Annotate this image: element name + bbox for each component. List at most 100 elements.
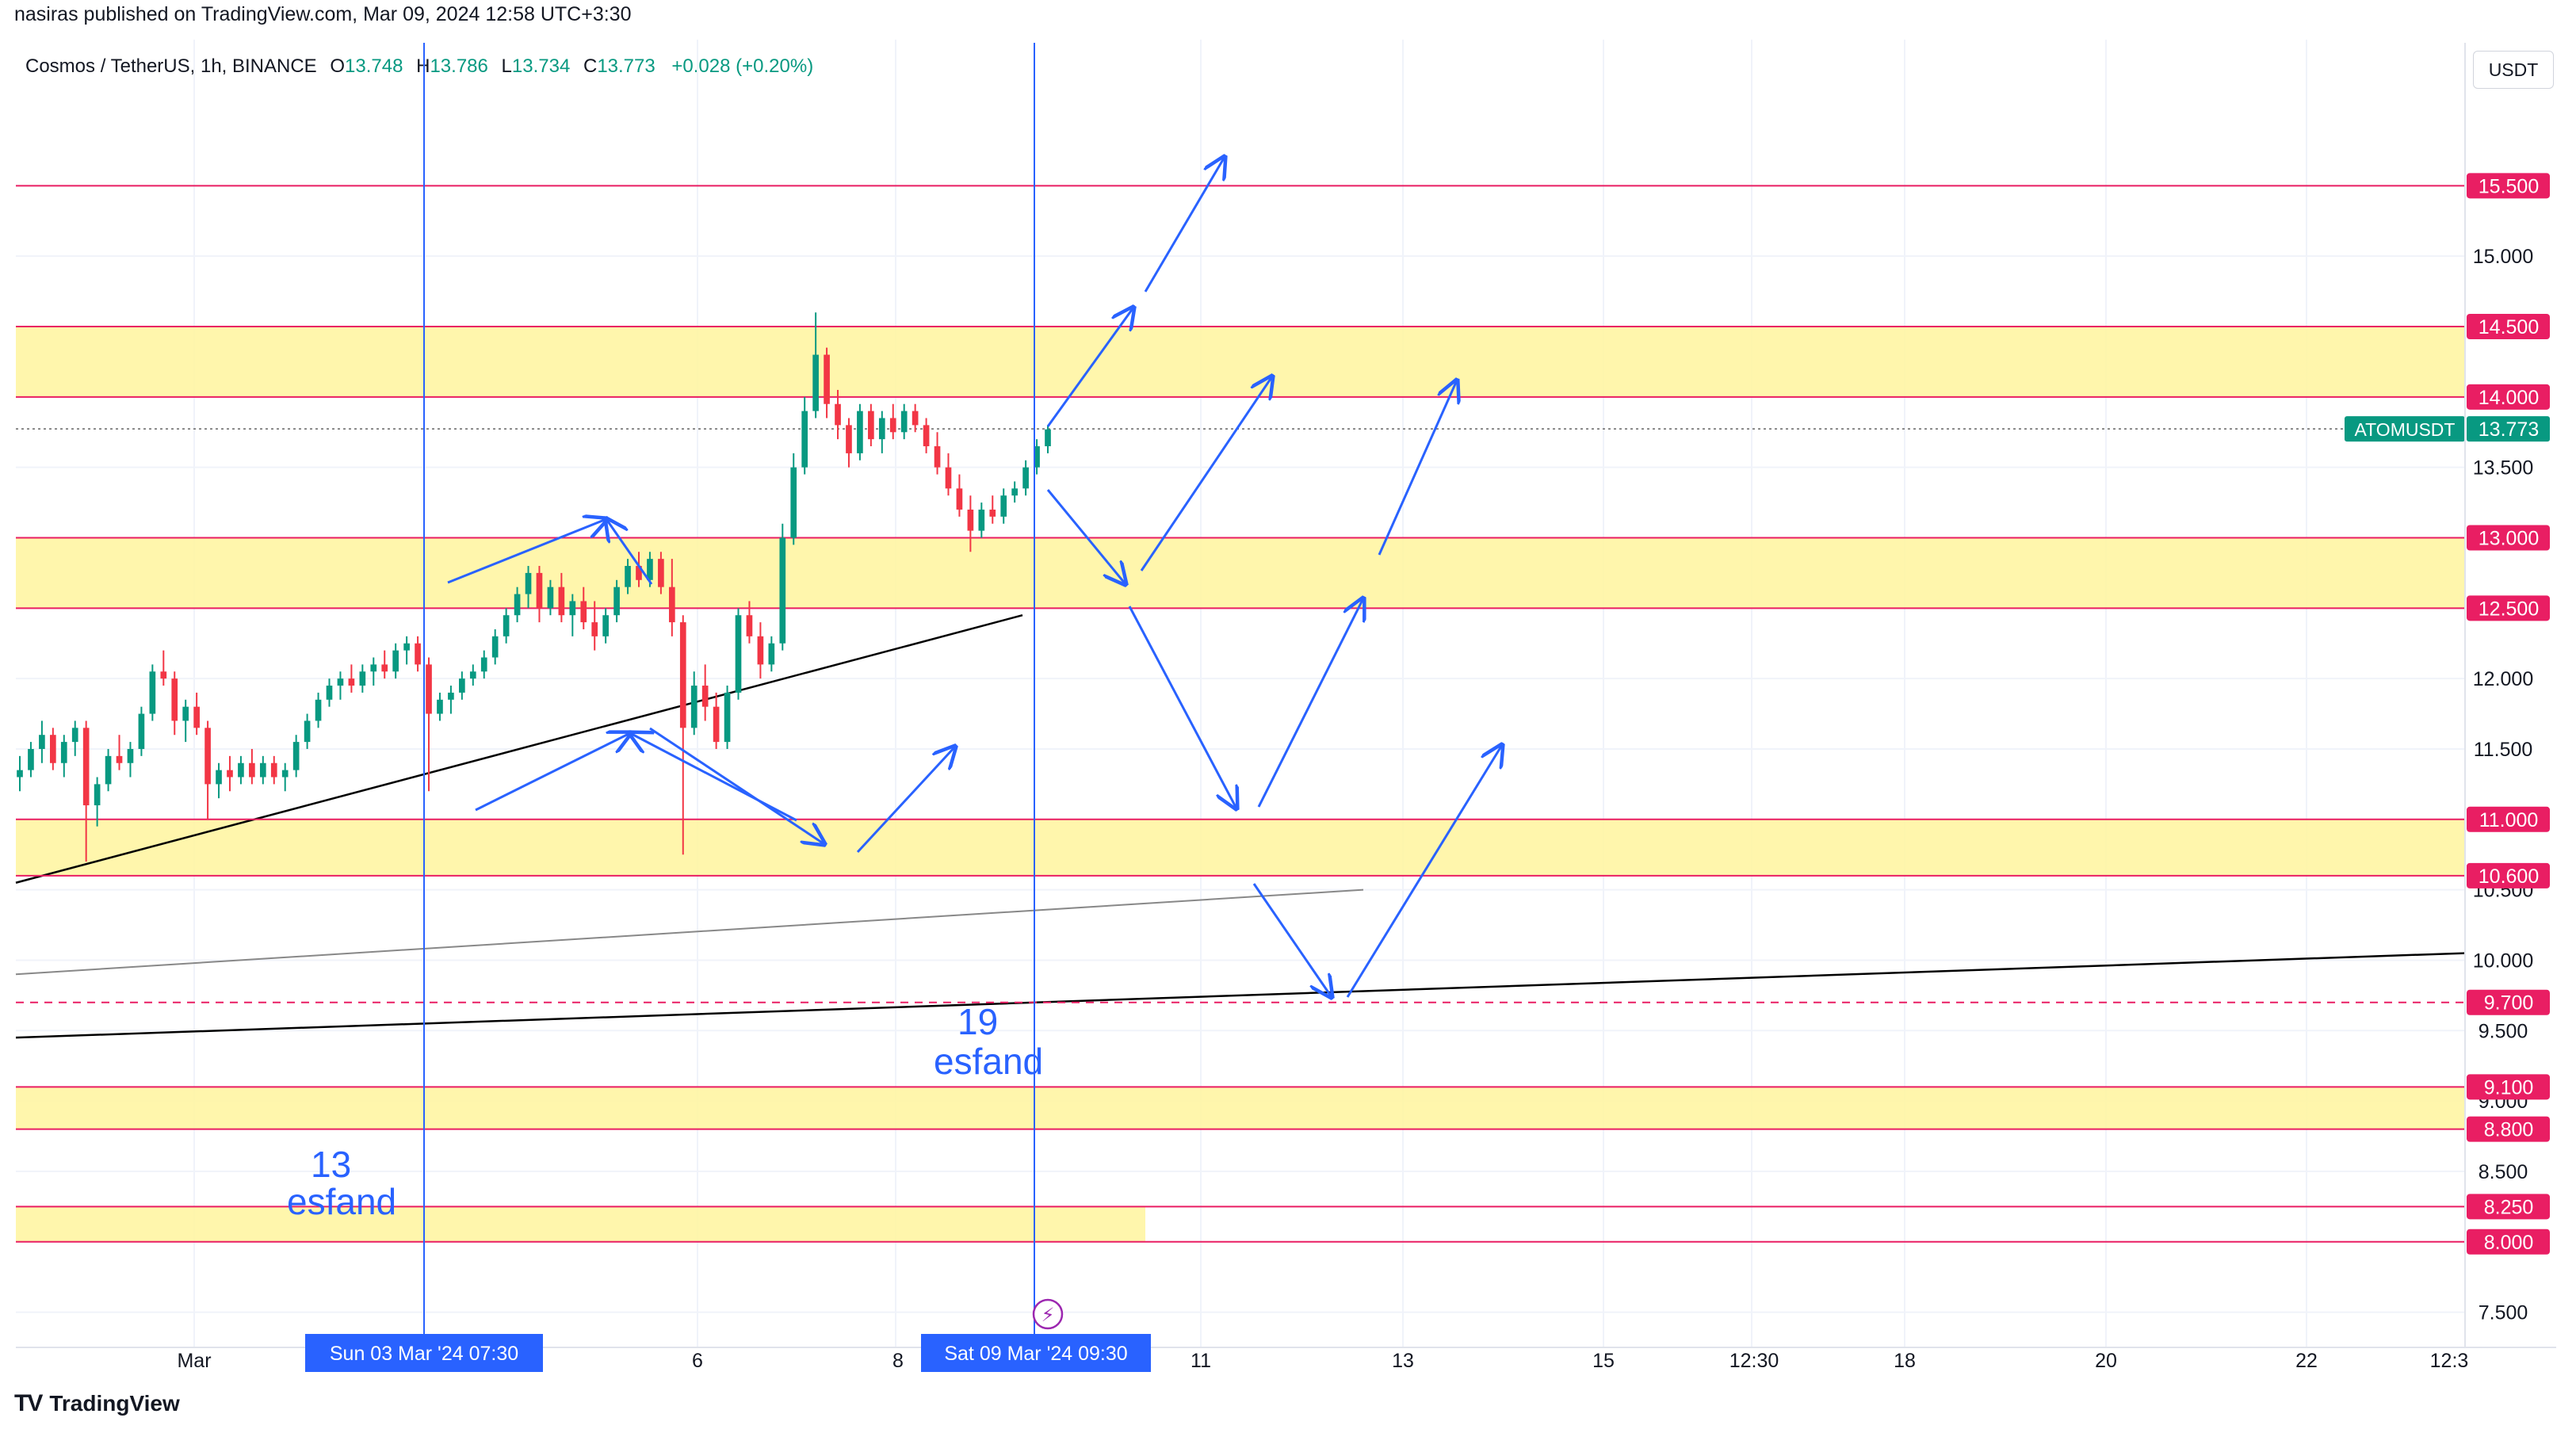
candle-body xyxy=(337,678,344,686)
zone-0 xyxy=(16,327,2465,397)
price-tick: 15.000 xyxy=(2473,246,2533,268)
forecast-arrow xyxy=(1144,157,1225,292)
forecast-arrow xyxy=(447,519,606,584)
symbol-title: Cosmos / TetherUS, 1h, BINANCE xyxy=(25,55,317,77)
date-marker-label-2: Sat 09 Mar '24 09:30 xyxy=(944,1343,1127,1365)
time-tick: 12:30 xyxy=(1729,1350,1779,1372)
level-tag-label: 10.600 xyxy=(2479,866,2539,888)
level-tag xyxy=(2467,1194,2550,1220)
candle-body xyxy=(713,706,720,743)
event-icon xyxy=(1032,1298,1064,1330)
candle-body xyxy=(403,643,410,651)
candle-body xyxy=(1022,467,1029,489)
currency-button[interactable]: USDT xyxy=(2473,51,2554,89)
candle-body xyxy=(292,742,300,770)
level-tag-label: 8.250 xyxy=(2484,1196,2534,1218)
level-tag-label: 8.000 xyxy=(2484,1232,2534,1254)
price-tick: 9.500 xyxy=(2479,1020,2528,1042)
level-tag xyxy=(2467,1229,2550,1255)
time-tick: 22 xyxy=(2295,1350,2318,1372)
candle-body xyxy=(613,587,620,616)
candle-body xyxy=(1011,488,1018,496)
forecast-arrow xyxy=(630,733,797,822)
forecast-arrow xyxy=(1046,489,1126,584)
candle-body xyxy=(71,728,78,743)
candle-body xyxy=(701,686,709,707)
candle-body xyxy=(204,728,211,785)
candle-body xyxy=(348,678,355,686)
level-tag xyxy=(2467,1116,2550,1142)
candle-body xyxy=(370,664,377,672)
date-marker-label-1: Sun 03 Mar '24 07:30 xyxy=(330,1343,518,1365)
candle-body xyxy=(735,615,742,693)
level-tag-label: 14.000 xyxy=(2479,387,2539,409)
candle-body xyxy=(116,755,123,763)
candle-body xyxy=(138,713,145,749)
time-tick: 6 xyxy=(692,1350,703,1372)
footer-brand: TV TradingView xyxy=(14,1390,180,1417)
change-value: +0.028 (+0.20%) xyxy=(671,55,814,77)
low-value: 13.734 xyxy=(511,55,571,77)
level-tag-label: 14.500 xyxy=(2479,316,2539,338)
level-tag xyxy=(2467,314,2550,340)
price-tick: 7.500 xyxy=(2479,1302,2528,1324)
candle-body xyxy=(647,559,653,580)
candle-body xyxy=(259,762,266,778)
close-label: C xyxy=(583,55,598,77)
candle-body xyxy=(757,636,764,665)
candle-body xyxy=(536,572,543,609)
open-value: 13.748 xyxy=(345,55,403,77)
level-tag xyxy=(2467,384,2550,410)
lightning-icon: ⚡ xyxy=(1041,1304,1055,1326)
candle-body xyxy=(900,411,908,433)
forecast-arrow xyxy=(1140,376,1272,571)
date-marker-tag-2 xyxy=(921,1334,1151,1372)
level-tag xyxy=(2467,806,2550,832)
level-tag-label: 8.800 xyxy=(2484,1119,2534,1141)
candle-body xyxy=(448,692,454,700)
candle-body xyxy=(480,657,487,672)
candle-body xyxy=(503,615,510,636)
level-tag-label: 9.700 xyxy=(2484,992,2534,1015)
candle-body xyxy=(846,425,852,453)
candle-body xyxy=(668,587,675,623)
forecast-arrow xyxy=(1346,745,1502,998)
publish-info: nasiras published on TradingView.com, Ma… xyxy=(14,3,632,25)
candle-body xyxy=(514,594,521,616)
forecast-arrow xyxy=(606,519,653,585)
candle-body xyxy=(315,699,322,721)
candle-body xyxy=(978,509,985,531)
note-number-2: 19 xyxy=(957,1001,998,1042)
note-number-1: 13 xyxy=(311,1144,351,1185)
price-tick: 11.500 xyxy=(2474,739,2533,761)
candle-body xyxy=(801,411,808,468)
time-tick: 18 xyxy=(1894,1350,1916,1372)
candle-body xyxy=(304,720,311,743)
candle-body xyxy=(934,446,941,468)
forecast-arrow xyxy=(1257,598,1363,808)
time-axis: Mar 6 8 11 13 15 12:30 18 20 22 12:3 Sun 03 Mar '24… xyxy=(16,43,2556,1372)
price-tick: 8.500 xyxy=(2479,1161,2528,1183)
candle-body xyxy=(558,587,565,616)
trendline-gray xyxy=(15,888,1364,976)
forecast-arrow xyxy=(1252,883,1332,997)
date-marker-tag-1 xyxy=(305,1334,543,1372)
candle-body xyxy=(459,678,465,693)
high-label: H xyxy=(416,55,430,77)
candles xyxy=(17,312,1051,862)
candle-body xyxy=(835,403,841,426)
candle-body xyxy=(127,748,134,763)
candle-body xyxy=(690,686,698,728)
candle-body xyxy=(227,770,233,778)
symbol-legend: Cosmos / TetherUS, 1h, BINANCE O13.748 H… xyxy=(25,55,813,78)
symbol-badge xyxy=(2345,416,2465,442)
time-tick: Mar xyxy=(177,1350,211,1372)
candle-body xyxy=(989,509,996,517)
candle-body xyxy=(878,418,885,440)
candle-body xyxy=(580,601,587,623)
candle-body xyxy=(491,636,499,658)
candle-body xyxy=(193,706,200,728)
candle-body xyxy=(945,467,952,489)
